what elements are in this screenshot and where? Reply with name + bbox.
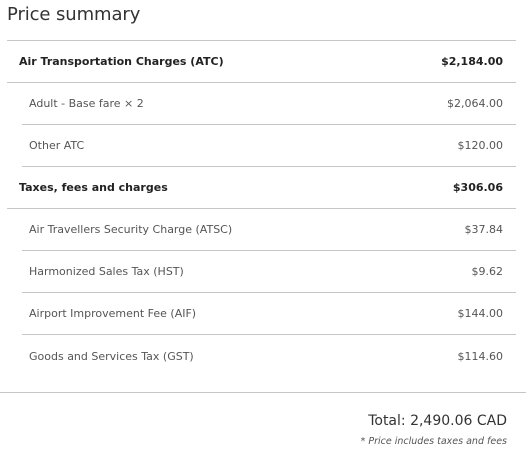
gst-amount: $114.60 bbox=[457, 349, 504, 363]
atsc-row: Air Travellers Security Charge (ATSC) $3… bbox=[22, 209, 516, 251]
taxes-group-amount: $306.06 bbox=[452, 181, 503, 194]
hst-row: Harmonized Sales Tax (HST) $9.62 bbox=[22, 251, 516, 293]
atc-group-row: Air Transportation Charges (ATC) $2,184.… bbox=[7, 41, 516, 83]
gst-label: Goods and Services Tax (GST) bbox=[29, 349, 194, 363]
base-fare-label: Adult - Base fare × 2 bbox=[29, 97, 144, 110]
atc-group-amount: $2,184.00 bbox=[441, 55, 503, 68]
atsc-label: Air Travellers Security Charge (ATSC) bbox=[29, 223, 233, 236]
price-note: * Price includes taxes and fees bbox=[360, 436, 507, 447]
aif-label: Airport Improvement Fee (AIF) bbox=[29, 307, 197, 320]
gst-row: Goods and Services Tax (GST) $114.60 bbox=[22, 335, 516, 377]
other-atc-label: Other ATC bbox=[29, 139, 85, 152]
taxes-group-row: Taxes, fees and charges $306.06 bbox=[7, 167, 516, 209]
price-summary-title: Price summary bbox=[7, 4, 141, 25]
hst-label: Harmonized Sales Tax (HST) bbox=[29, 265, 184, 278]
price-summary-table: Air Transportation Charges (ATC) $2,184.… bbox=[7, 40, 516, 377]
base-fare-row: Adult - Base fare × 2 $2,064.00 bbox=[22, 83, 516, 125]
base-fare-amount: $2,064.00 bbox=[447, 97, 503, 110]
aif-amount: $144.00 bbox=[457, 307, 504, 320]
other-atc-row: Other ATC $120.00 bbox=[22, 125, 516, 167]
total-price: Total: 2,490.06 CAD bbox=[368, 413, 507, 429]
atc-group-label: Air Transportation Charges (ATC) bbox=[19, 55, 224, 68]
atsc-amount: $37.84 bbox=[464, 223, 504, 236]
taxes-group-label: Taxes, fees and charges bbox=[19, 181, 168, 194]
aif-row: Airport Improvement Fee (AIF) $144.00 bbox=[22, 293, 516, 335]
total-divider bbox=[0, 392, 526, 393]
other-atc-amount: $120.00 bbox=[457, 139, 504, 152]
hst-amount: $9.62 bbox=[471, 265, 504, 278]
